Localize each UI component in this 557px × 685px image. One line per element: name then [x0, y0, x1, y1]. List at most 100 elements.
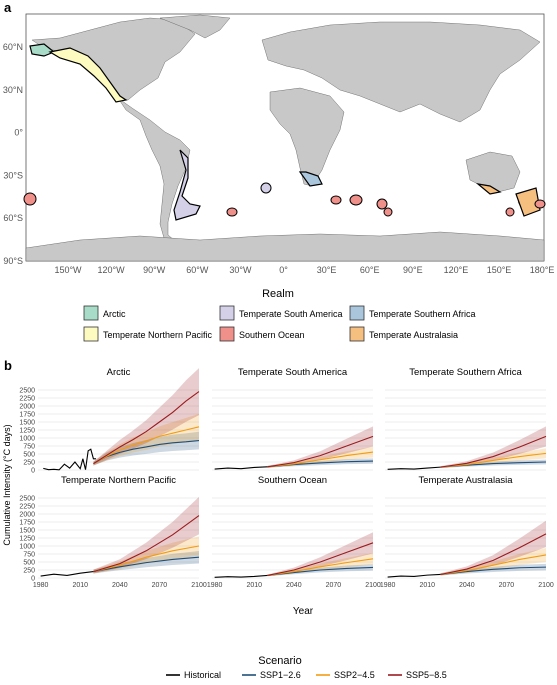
x-tick-label: 2070 [499, 582, 515, 589]
series-line [43, 448, 97, 471]
y-tick-label: 1000 [19, 544, 35, 551]
x-tick-label: 2070 [326, 582, 342, 589]
realm-legend-label: Temperate South America [239, 309, 343, 319]
y-tick-label: 1000 [19, 436, 35, 443]
lon-tick-label: 90°E [403, 265, 423, 275]
realm-legend-label: Southern Ocean [239, 330, 305, 340]
facet-title: Southern Ocean [258, 475, 327, 486]
lon-tick-label: 30°E [317, 265, 337, 275]
lon-tick-labels: 150°W 120°W 90°W 60°W 30°W 0° 30°E 60°E 90°E 120°… [54, 265, 554, 275]
y-tick-label: 0 [31, 468, 35, 475]
series-line [93, 391, 200, 465]
lat-tick-label: 90°S [3, 256, 23, 266]
x-tick-label: 2010 [419, 582, 435, 589]
y-tick-label: 250 [23, 568, 35, 575]
realm-legend-label: Arctic [103, 309, 126, 319]
x-tick-label: 1980 [380, 582, 396, 589]
lat-tick-label: 0° [14, 128, 23, 138]
lat-tick-label: 60°S [3, 213, 23, 223]
panel-b-label: b [4, 358, 12, 373]
y-axis-label: Cumulative Intensity (°C days) [2, 424, 12, 545]
series-line [387, 466, 441, 470]
series-line [440, 533, 547, 576]
series-band [93, 368, 199, 466]
realm-arctic [29, 43, 56, 57]
scenario-legend-title: Scenario [258, 655, 301, 667]
series-line [440, 435, 547, 468]
series-line [214, 466, 268, 470]
y-tick-label: 1250 [19, 536, 35, 543]
realm-legend-title: Realm [262, 288, 294, 300]
greenland [159, 14, 231, 39]
y-tick-label: 250 [23, 460, 35, 467]
facet-title: Temperate South America [238, 367, 348, 378]
y-tick-label: 1750 [19, 412, 35, 419]
australia [465, 151, 521, 193]
y-tick-label: 2250 [19, 504, 35, 511]
realm-legend: Arctic Temperate South America Temperate S… [83, 305, 476, 342]
lon-tick-label: 120°E [444, 265, 469, 275]
lon-tick-label: 30°W [229, 265, 252, 275]
realm-legend-label: Temperate Northern Pacific [103, 330, 213, 340]
lon-tick-label: 60°W [186, 265, 209, 275]
lon-tick-label: 90°W [143, 265, 166, 275]
facet-2: Temperate Southern Africa [385, 367, 547, 471]
realm-legend-label: Temperate Australasia [369, 330, 458, 340]
series-band [267, 532, 373, 577]
series-line [267, 558, 374, 576]
y-tick-label: 750 [23, 552, 35, 559]
y-tick-label: 1500 [19, 528, 35, 535]
facet-title: Temperate Southern Africa [409, 367, 522, 378]
eurasia [261, 21, 541, 123]
facet-title: Temperate Australasia [419, 475, 514, 486]
series-band [440, 520, 546, 576]
realm-legend-swatch [219, 305, 235, 321]
y-tick-label: 2500 [19, 496, 35, 503]
series-line [440, 554, 547, 576]
facet-title: Arctic [107, 367, 131, 378]
y-tick-label: 750 [23, 444, 35, 451]
south-atlantic-island [260, 182, 272, 194]
x-tick-label: 2040 [112, 582, 128, 589]
lat-tick-label: 30°N [3, 85, 23, 95]
lon-tick-label: 120°W [98, 265, 126, 275]
lon-tick-label: 180°E [530, 265, 555, 275]
scenario-legend-label: Historical [184, 670, 221, 680]
series-band [93, 536, 199, 574]
y-tick-label: 2000 [19, 404, 35, 411]
panel-a-label: a [4, 0, 12, 15]
realm-temperate-australasia-nz [515, 187, 541, 217]
antarctica [25, 231, 545, 262]
realm-temperate-south-america [173, 149, 201, 221]
series-line [40, 571, 94, 577]
series-line [267, 451, 374, 468]
scenario-legend-label: SSP5−8.5 [406, 670, 447, 680]
series-band [440, 426, 546, 468]
realm-legend-swatch [83, 326, 99, 342]
series-line [93, 515, 200, 573]
world-map: 60°N 30°N 0° 30°S 60°S 90°S 150°W 120°W 90°W 60°… [3, 13, 554, 275]
realm-legend-swatch [349, 326, 365, 342]
y-tick-label: 2250 [19, 396, 35, 403]
x-tick-label: 2100 [538, 582, 554, 589]
facet-3: Temperate Northern Pacific 02505007501000… [19, 475, 206, 589]
y-tick-label: 1250 [19, 428, 35, 435]
y-tick-label: 500 [23, 560, 35, 567]
facet-4: Southern Ocean 1980 2010 2040 2070 2100 [207, 475, 381, 589]
series-line [214, 574, 268, 578]
facet-0: Arctic 0250500750100012501500175020002250… [19, 367, 200, 475]
south-america [117, 97, 191, 241]
realm-temperate-northern-pacific [48, 47, 128, 103]
series-line [93, 545, 200, 573]
y-tick-label: 500 [23, 452, 35, 459]
y-tick-label: 0 [31, 576, 35, 583]
series-line [93, 440, 200, 465]
facet-1: Temperate South America [212, 367, 374, 471]
lon-tick-label: 150°E [487, 265, 512, 275]
realm-legend-swatch [349, 305, 365, 321]
realm-temperate-southern-africa [298, 171, 323, 187]
lat-tick-labels: 60°N 30°N 0° 30°S 60°S 90°S [3, 42, 24, 266]
scenario-legend-label: SSP2−4.5 [334, 670, 375, 680]
series-line [440, 566, 547, 576]
